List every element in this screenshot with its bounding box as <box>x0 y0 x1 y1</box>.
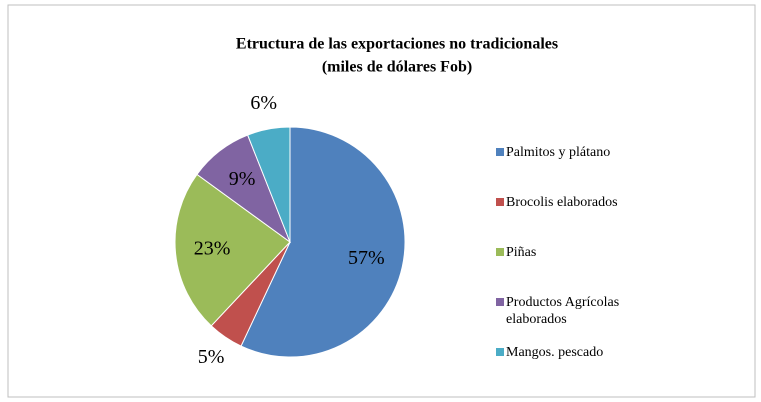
percent-sign: % <box>214 237 231 259</box>
legend-label: Productos Agrícolas elaborados <box>506 295 620 327</box>
data-label: 57% <box>348 247 385 269</box>
legend-label: Brocolis elaborados <box>506 195 618 210</box>
data-label: 6% <box>250 92 277 114</box>
chart-title: Etructura de las exportaciones no tradic… <box>236 36 558 53</box>
data-label-value: 57 <box>348 247 368 269</box>
legend-item: Productos Agrícolas elaborados <box>496 294 646 328</box>
legend-item: Mangos. pescado <box>496 344 646 361</box>
legend-item: Piñas <box>496 244 646 261</box>
data-label-value: 6 <box>250 92 260 114</box>
data-label: 23% <box>194 237 231 259</box>
legend-swatch <box>496 348 504 356</box>
legend-label: Palmitos y plátano <box>506 145 611 160</box>
legend-item: Brocolis elaborados <box>496 194 646 211</box>
data-label: 5% <box>198 346 225 368</box>
legend-swatch <box>496 198 504 206</box>
legend-item: Palmitos y plátano <box>496 144 646 161</box>
percent-sign: % <box>239 168 256 190</box>
chart-subtitle: (miles de dólares Fob) <box>322 59 472 76</box>
legend-swatch <box>496 148 504 156</box>
pie-slice <box>240 126 406 358</box>
pie-slice <box>174 173 291 327</box>
percent-sign: % <box>260 92 277 114</box>
legend-swatch <box>496 248 504 256</box>
data-label-value: 23 <box>194 237 214 259</box>
data-label-value: 5 <box>198 346 208 368</box>
legend-label: Mangos. pescado <box>506 345 604 360</box>
percent-sign: % <box>368 247 385 269</box>
data-label-value: 9 <box>229 168 239 190</box>
legend-swatch <box>496 298 504 306</box>
percent-sign: % <box>208 346 225 368</box>
pie-slice <box>247 126 291 243</box>
data-label: 9% <box>229 168 256 190</box>
chart-frame <box>7 4 756 398</box>
legend-label: Piñas <box>506 245 537 260</box>
